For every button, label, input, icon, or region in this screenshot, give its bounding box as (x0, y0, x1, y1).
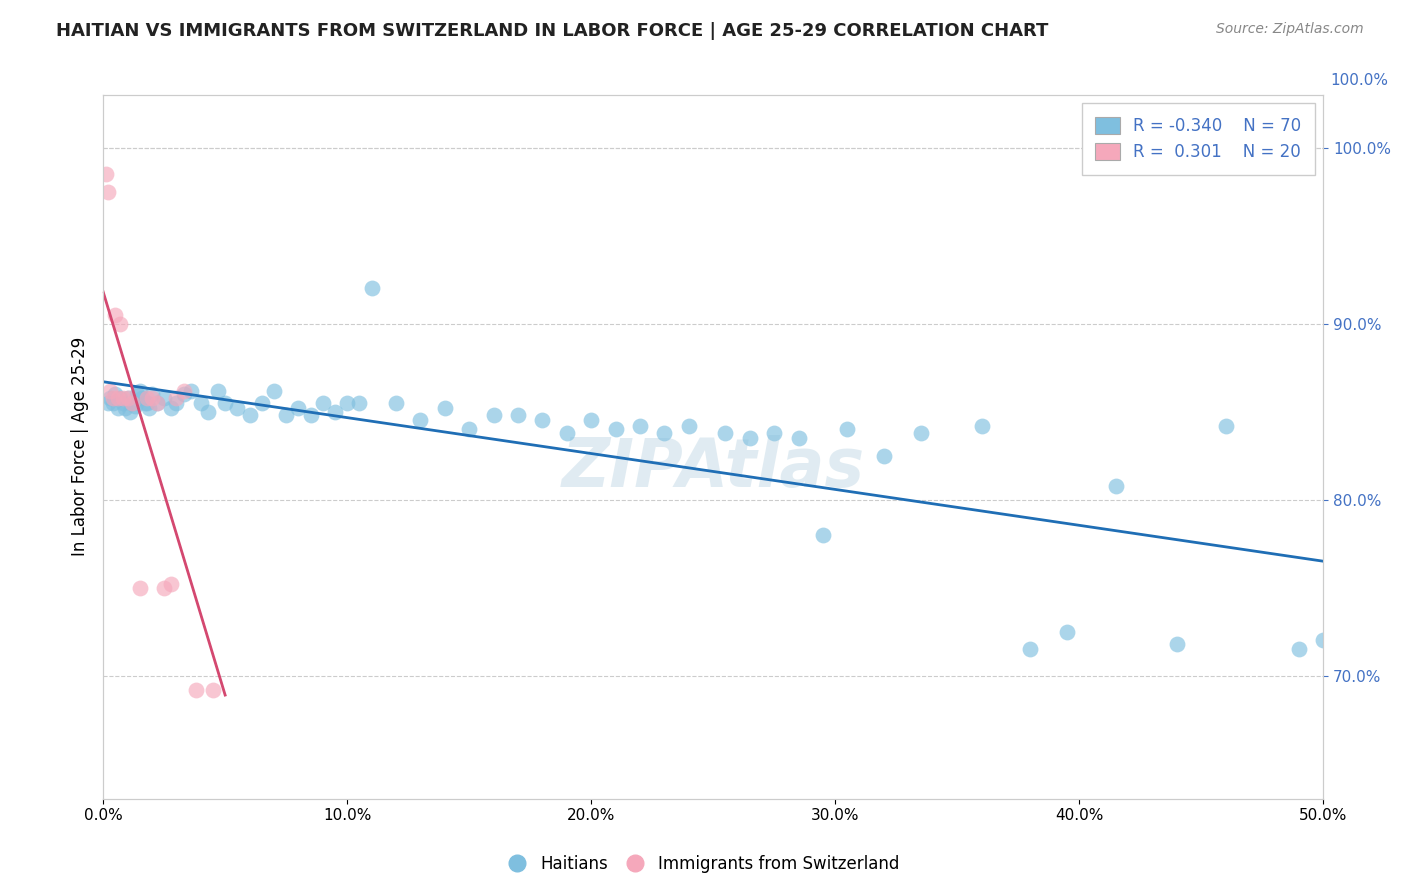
Point (579, 413, 602, 427)
Point (165, 396, 187, 410)
Point (360, 281, 382, 295)
Point (1019, 642, 1042, 657)
Point (108, 317, 131, 331)
Point (1056, 624, 1078, 639)
Point (111, 396, 134, 410)
Point (312, 396, 335, 410)
Legend: R = -0.340    N = 70, R =  0.301    N = 20: R = -0.340 N = 70, R = 0.301 N = 20 (1081, 103, 1315, 175)
Point (385, 396, 408, 410)
Point (121, 396, 143, 410)
Point (160, 401, 183, 416)
Text: 100.0%: 100.0% (1330, 73, 1388, 88)
Point (173, 384, 195, 398)
Point (121, 396, 143, 410)
Point (714, 425, 737, 440)
Point (136, 396, 159, 410)
Point (117, 391, 139, 405)
Text: ZIPAtlas: ZIPAtlas (561, 435, 865, 501)
Point (336, 396, 359, 410)
Point (349, 396, 371, 410)
Point (458, 422, 481, 436)
Point (141, 387, 163, 401)
Point (138, 401, 160, 416)
Point (1288, 642, 1310, 657)
Point (131, 391, 153, 405)
Point (97, 396, 120, 410)
Point (104, 308, 127, 322)
Point (134, 396, 156, 410)
Point (1105, 478, 1128, 492)
Point (184, 682, 207, 697)
Point (738, 431, 761, 445)
Point (276, 408, 298, 422)
Point (117, 391, 139, 405)
Point (101, 396, 124, 410)
Point (409, 413, 432, 427)
Point (160, 577, 183, 591)
Point (910, 425, 932, 440)
Point (214, 396, 236, 410)
Point (207, 384, 229, 398)
Point (628, 418, 651, 433)
Point (970, 418, 993, 433)
Point (506, 408, 529, 422)
Point (136, 391, 159, 405)
Point (605, 422, 627, 436)
Legend: Haitians, Immigrants from Switzerland: Haitians, Immigrants from Switzerland (501, 848, 905, 880)
Point (1312, 633, 1334, 648)
Point (1215, 418, 1237, 433)
Point (482, 408, 505, 422)
Point (146, 396, 169, 410)
Point (124, 400, 146, 414)
Point (101, 391, 124, 405)
Point (197, 404, 219, 418)
Point (201, 682, 224, 697)
Point (763, 425, 786, 440)
Point (114, 401, 136, 416)
Point (678, 418, 700, 433)
Point (555, 425, 578, 440)
Point (531, 413, 554, 427)
Point (238, 408, 260, 422)
Point (127, 387, 149, 401)
Y-axis label: In Labor Force | Age 25-29: In Labor Force | Age 25-29 (72, 337, 89, 557)
Point (811, 528, 834, 542)
Point (165, 391, 187, 405)
Point (250, 396, 273, 410)
Text: HAITIAN VS IMMIGRANTS FROM SWITZERLAND IN LABOR FORCE | AGE 25-29 CORRELATION CH: HAITIAN VS IMMIGRANTS FROM SWITZERLAND I… (56, 22, 1049, 40)
Point (263, 384, 285, 398)
Point (107, 401, 129, 416)
Point (837, 422, 859, 436)
Point (654, 425, 676, 440)
Point (323, 404, 346, 418)
Point (173, 387, 195, 401)
Point (180, 384, 202, 398)
Point (94, 167, 117, 181)
Point (128, 581, 150, 595)
Point (787, 431, 810, 445)
Point (128, 384, 150, 398)
Point (153, 391, 176, 405)
Point (141, 391, 163, 405)
Point (100, 391, 122, 405)
Point (287, 401, 309, 416)
Point (118, 404, 141, 418)
Point (111, 391, 134, 405)
Point (873, 449, 896, 463)
Point (299, 408, 322, 422)
Point (100, 384, 122, 398)
Point (97, 185, 120, 199)
Point (146, 396, 169, 410)
Text: Source: ZipAtlas.com: Source: ZipAtlas.com (1216, 22, 1364, 37)
Point (153, 581, 176, 595)
Point (107, 391, 129, 405)
Point (104, 387, 127, 401)
Point (433, 401, 456, 416)
Point (108, 391, 131, 405)
Point (190, 396, 212, 410)
Point (1166, 637, 1188, 651)
Point (226, 401, 249, 416)
